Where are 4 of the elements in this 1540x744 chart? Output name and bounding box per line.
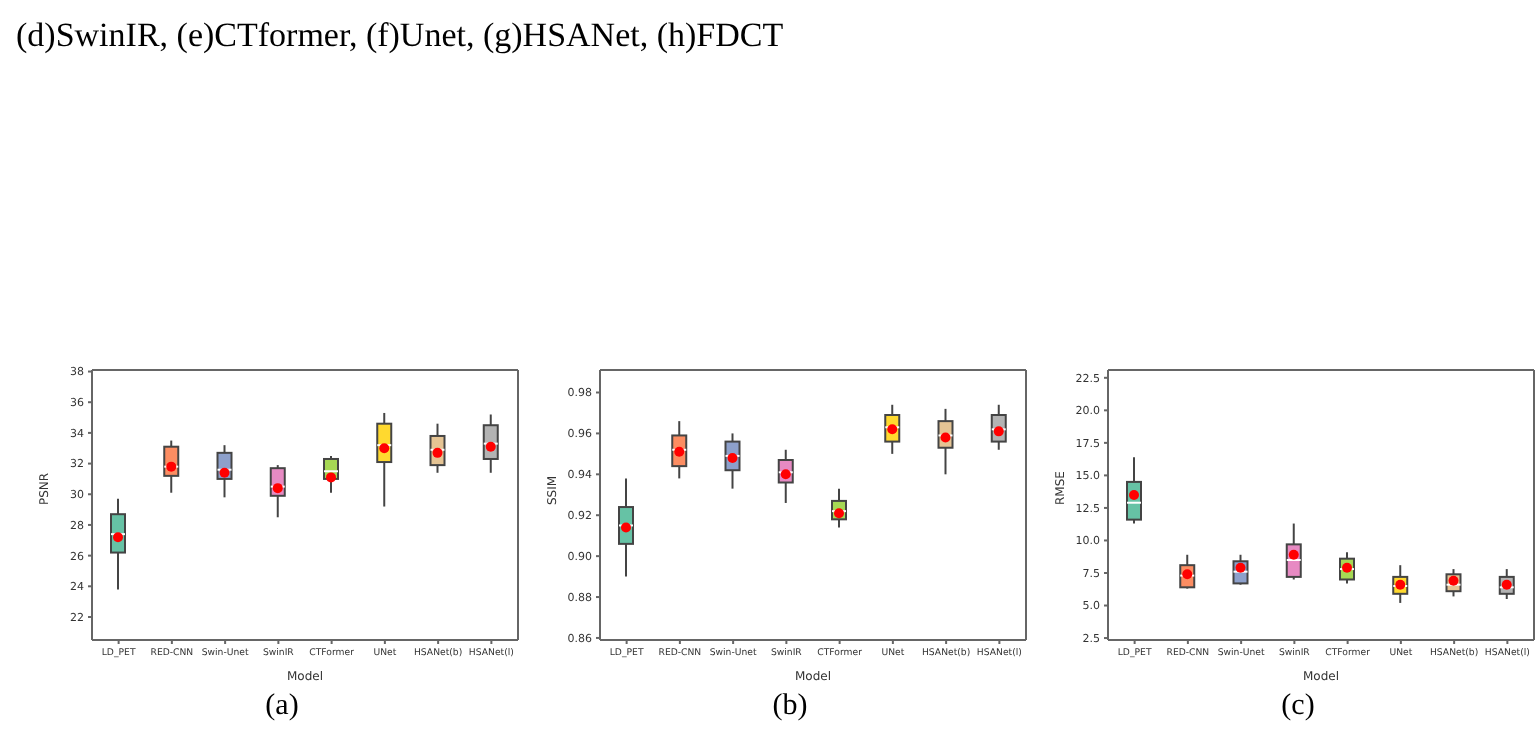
chart-title: (d)SwinIR, (e)CTformer, (f)Unet, (g)HSANet, (h)FDCT [16, 16, 784, 56]
text: (b) [770, 688, 810, 724]
text: (a) [263, 688, 301, 724]
text: (c) [1279, 688, 1317, 724]
